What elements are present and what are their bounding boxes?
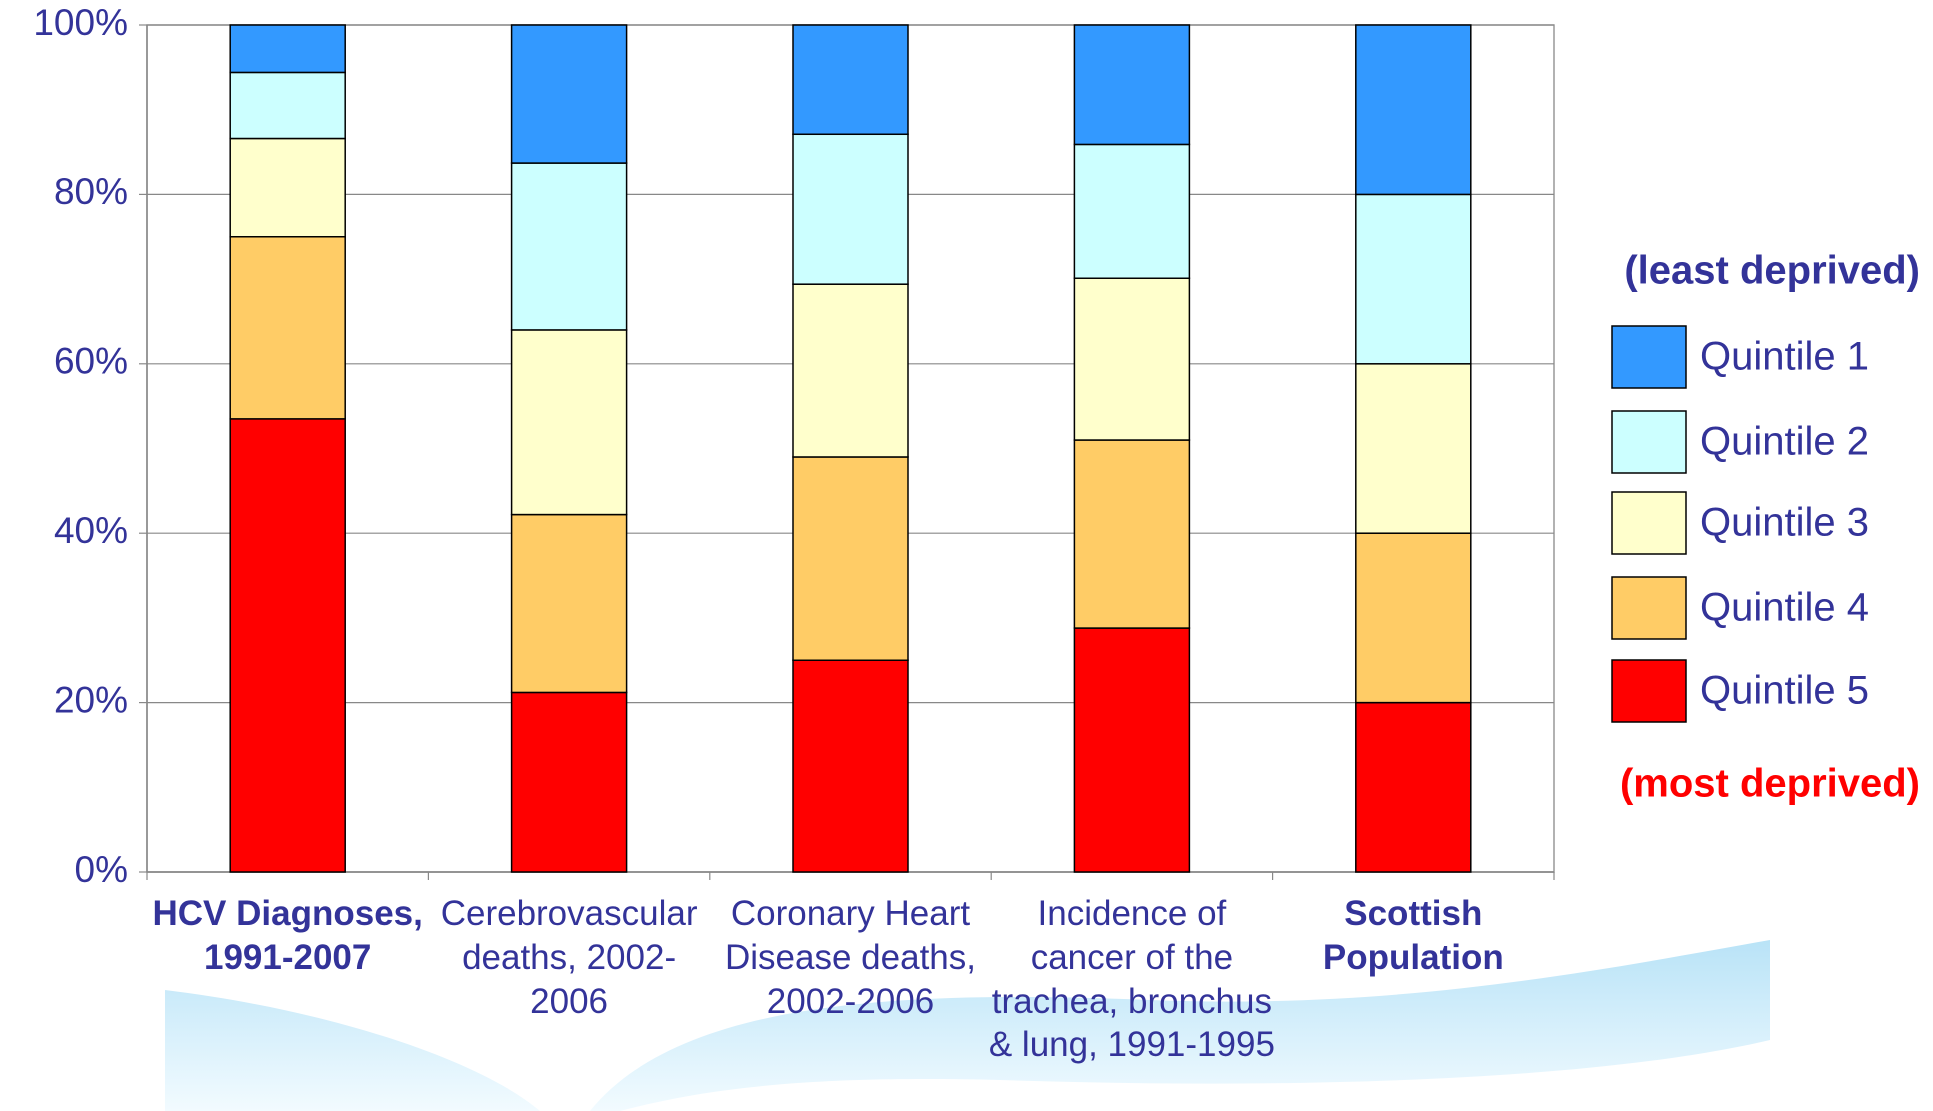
bar-segment [1355,532,1472,704]
bar-segment [229,418,346,873]
bar-segment [1073,439,1191,629]
legend-label: Quintile 3 [1700,501,1869,545]
bar-segment [229,137,346,238]
y-tick-label: 100% [33,2,128,43]
bar-segment [229,71,346,140]
bar-segment [229,236,346,420]
bar-segment [792,133,909,285]
bar-segment [1355,701,1472,873]
bar-segment [510,162,628,331]
legend-swatch [1611,576,1687,640]
bar-segment [1073,143,1191,280]
bar-segment [510,329,628,516]
legend-label: Quintile 2 [1700,420,1869,464]
bar-segment [510,24,628,164]
x-tick-label: HCV Diagnoses, 1991-2007 [152,894,423,977]
bar-segment [1355,193,1472,365]
bar-segment [1073,24,1191,146]
x-tick-label: Scottish Population [1322,894,1504,977]
bar-segment [510,691,628,873]
bar-segment [1073,277,1191,441]
legend-label: Quintile 1 [1700,335,1869,379]
legend-swatch [1611,659,1687,723]
legend-title-bottom: (most deprived) [1620,762,1920,806]
x-tick-label: Coronary Heart Disease deaths, 2002-2006 [725,894,976,1021]
legend-swatch [1611,325,1687,389]
y-tick-label: 20% [54,679,128,720]
y-tick-label: 0% [75,849,128,890]
bar-segment [792,456,909,661]
legend-swatch [1611,410,1687,474]
x-tick-label: Incidence of cancer of the trachea, bron… [988,894,1275,1065]
bar-segment [1355,363,1472,534]
bar-segment [1073,627,1191,873]
legend-swatch [1611,491,1687,555]
bar-segment [1355,24,1472,196]
bar-segment [792,659,909,873]
bar-segment [792,24,909,136]
bar-segment [792,283,909,458]
y-tick-label: 60% [54,341,128,382]
legend-label: Quintile 5 [1700,669,1869,713]
x-tick-label: Cerebrovascular deaths, 2002-2006 [440,894,698,1021]
bar-segment [510,513,628,694]
y-tick-label: 40% [54,510,128,551]
legend-label: Quintile 4 [1700,586,1869,630]
legend-title-top: (least deprived) [1624,249,1920,293]
y-tick-label: 80% [54,171,128,212]
bar-segment [229,24,346,74]
background-wave [165,940,1770,1111]
